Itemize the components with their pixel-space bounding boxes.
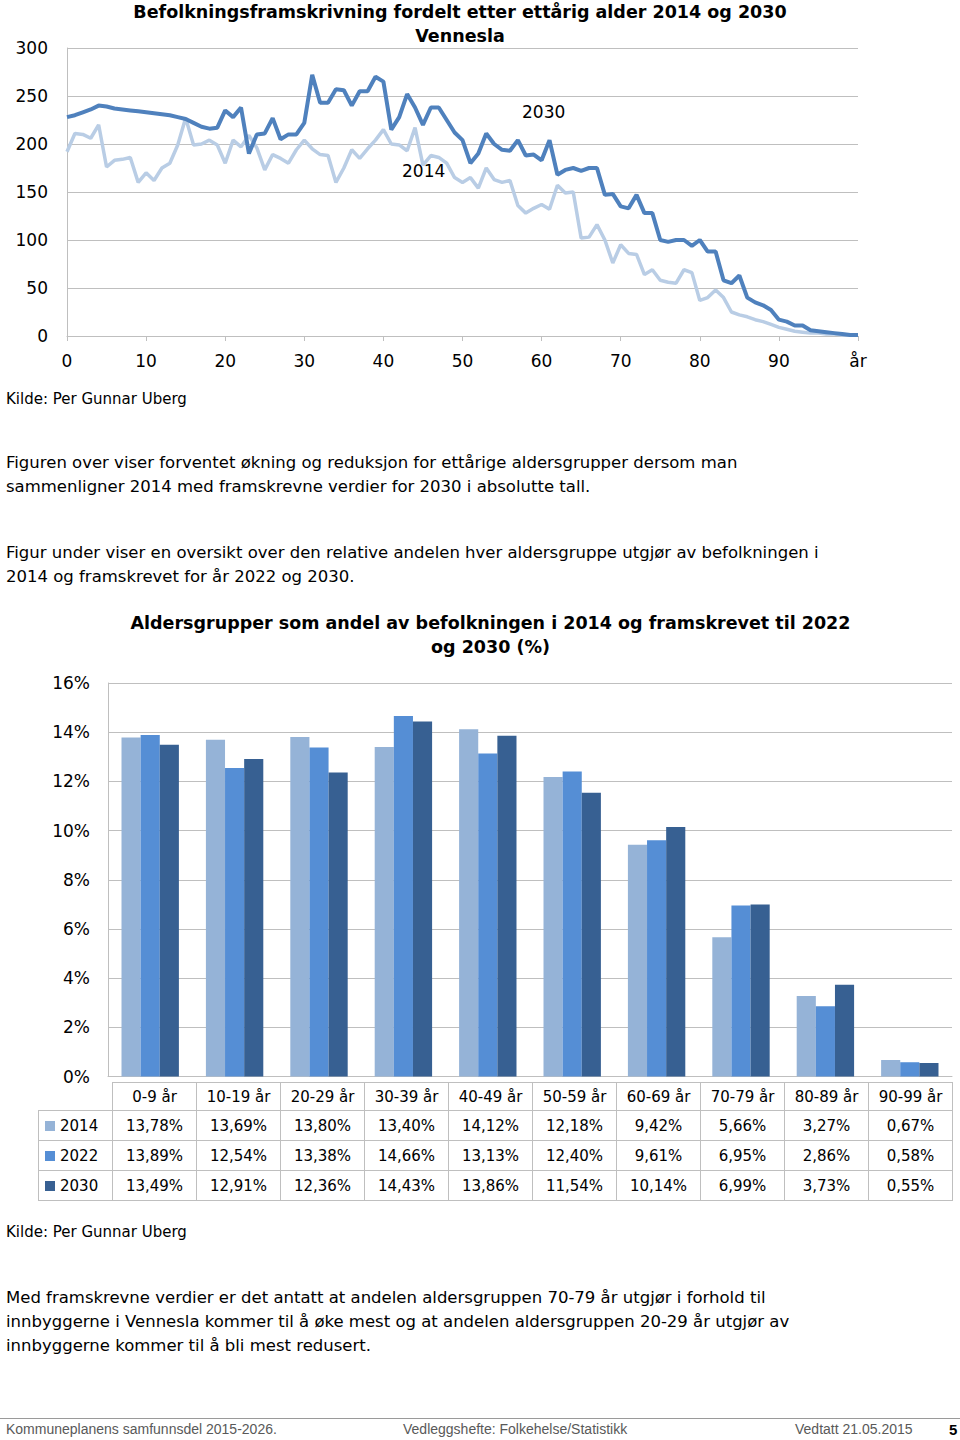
svg-text:100: 100 (16, 230, 48, 250)
html-text:13,78%: 13,78% (125, 1116, 184, 1135)
html-text:0-9 år: 0-9 år (132, 1087, 177, 1106)
svg-text:10: 10 (135, 351, 157, 371)
html-text:9,42%: 9,42% (634, 1116, 683, 1135)
html-text:60-69 år: 60-69 år (626, 1087, 691, 1106)
html-text:12,18%: 12,18% (545, 1116, 604, 1135)
html-text:Kilde: Per Gunnar Uberg: Kilde: Per Gunnar Uberg (6, 390, 187, 408)
html-text:11,54%: 11,54% (545, 1176, 604, 1195)
html-text:5,66%: 5,66% (718, 1116, 767, 1135)
html-text:2,86%: 2,86% (802, 1146, 851, 1165)
html-text:13,49%: 13,49% (125, 1176, 184, 1195)
html-text:2022: 2022 (60, 1146, 99, 1165)
svg-text:6%: 6% (63, 919, 90, 939)
svg-text:30: 30 (293, 351, 315, 371)
svg-text:250: 250 (16, 86, 48, 106)
html-text:30-39 år: 30-39 år (374, 1087, 439, 1106)
svg-text:200: 200 (16, 134, 48, 154)
html-text:70-79 år: 70-79 år (710, 1087, 775, 1106)
html-text:12,54%: 12,54% (209, 1146, 268, 1165)
html-text:13,69%: 13,69% (209, 1116, 268, 1135)
svg-text:0: 0 (37, 326, 48, 346)
html-text:0,67%: 0,67% (886, 1116, 935, 1135)
svg-text:år: år (849, 351, 866, 371)
html-text:Befolkningsframskrivning forde: Befolkningsframskrivning fordelt etter e… (133, 2, 787, 46)
html-text:0,58%: 0,58% (886, 1146, 935, 1165)
html-text:Figur under viser en oversikt: Figur under viser en oversikt over den r… (6, 543, 819, 562)
html-text:12,40%: 12,40% (545, 1146, 604, 1165)
svg-text:50: 50 (452, 351, 474, 371)
svg-text:300: 300 (16, 38, 48, 58)
html-text:50-59 år: 50-59 år (542, 1087, 607, 1106)
html-text:13,89%: 13,89% (125, 1146, 184, 1165)
html-text:14,12%: 14,12% (461, 1116, 520, 1135)
html-text:13,40%: 13,40% (377, 1116, 436, 1135)
svg-text:0: 0 (62, 351, 73, 371)
html-text:20-29 år: 20-29 år (290, 1087, 355, 1106)
html-text:Vedtatt 21.05.2015: Vedtatt 21.05.2015 (795, 1421, 913, 1437)
html-text:sammenligner 2014 med framskre: sammenligner 2014 med framskrevne verdie… (6, 477, 591, 496)
svg-text:16%: 16% (52, 673, 90, 693)
svg-text:80: 80 (689, 351, 711, 371)
html-text:13,86%: 13,86% (461, 1176, 520, 1195)
svg-text:2%: 2% (63, 1017, 90, 1037)
html-text:6,95%: 6,95% (718, 1146, 767, 1165)
html-text:13,38%: 13,38% (293, 1146, 352, 1165)
html-text:9,61%: 9,61% (634, 1146, 683, 1165)
html-text:innbyggerne kommer til å bli m: innbyggerne kommer til å bli mest reduse… (6, 1336, 371, 1355)
svg-text:10%: 10% (52, 821, 90, 841)
html-text:5: 5 (949, 1421, 958, 1438)
html-text:innbyggerne i Vennesla kommer: innbyggerne i Vennesla kommer til å øke … (6, 1312, 790, 1331)
svg-text:2030: 2030 (522, 102, 565, 122)
svg-text:4%: 4% (63, 968, 90, 988)
html-text:0,55%: 0,55% (886, 1176, 935, 1195)
html-text:2014 og framskrevet for år 202: 2014 og framskrevet for år 2022 og 2030. (6, 567, 355, 586)
html-text:3,27%: 3,27% (802, 1116, 851, 1135)
svg-text:14%: 14% (52, 722, 90, 742)
svg-text:50: 50 (26, 278, 48, 298)
svg-text:70: 70 (610, 351, 632, 371)
html-text:40-49 år: 40-49 år (458, 1087, 523, 1106)
html-text:80-89 år: 80-89 år (794, 1087, 859, 1106)
html-text:14,66%: 14,66% (377, 1146, 436, 1165)
html-text:13,80%: 13,80% (293, 1116, 352, 1135)
html-text:2030: 2030 (60, 1176, 99, 1195)
html-text:3,73%: 3,73% (802, 1176, 851, 1195)
svg-text:2014: 2014 (402, 160, 446, 181)
svg-text:12%: 12% (52, 771, 90, 791)
html-text:2014: 2014 (60, 1116, 99, 1135)
html-text:Kommuneplanens samfunnsdel 201: Kommuneplanens samfunnsdel 2015-2026. (6, 1421, 277, 1437)
html-text:Kilde: Per Gunnar Uberg: Kilde: Per Gunnar Uberg (6, 1223, 187, 1241)
html-text:13,13%: 13,13% (461, 1146, 520, 1165)
html-text:Aldersgrupper som andel av bef: Aldersgrupper som andel av befolkningen … (130, 613, 851, 657)
svg-text:8%: 8% (63, 870, 90, 890)
html-text:10-19 år: 10-19 år (206, 1087, 271, 1106)
svg-text:150: 150 (16, 182, 48, 202)
svg-text:90: 90 (768, 351, 790, 371)
svg-text:40: 40 (373, 351, 395, 371)
html-text:Figuren over viser forventet ø: Figuren over viser forventet økning og r… (6, 453, 738, 472)
svg-text:60: 60 (531, 351, 553, 371)
html-text:6,99%: 6,99% (718, 1176, 767, 1195)
html-text:12,91%: 12,91% (209, 1176, 268, 1195)
html-text:12,36%: 12,36% (293, 1176, 352, 1195)
html-text:Med framskrevne verdier er det: Med framskrevne verdier er det antatt at… (6, 1288, 766, 1307)
html-text:Vedleggshefte: Folkehelse/Stat: Vedleggshefte: Folkehelse/Statistikk (403, 1421, 628, 1437)
svg-text:20: 20 (214, 351, 236, 371)
html-text:14,43%: 14,43% (377, 1176, 436, 1195)
html-text:90-99 år: 90-99 år (878, 1087, 943, 1106)
html-text:10,14%: 10,14% (629, 1176, 688, 1195)
